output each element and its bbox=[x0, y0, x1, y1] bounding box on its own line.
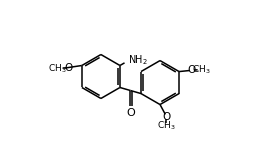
Text: CH$_3$: CH$_3$ bbox=[157, 119, 175, 132]
Text: O: O bbox=[188, 65, 196, 75]
Text: O: O bbox=[64, 63, 73, 73]
Text: CH$_3$: CH$_3$ bbox=[193, 63, 211, 76]
Text: O: O bbox=[162, 112, 170, 122]
Text: CH$_3$: CH$_3$ bbox=[48, 62, 67, 75]
Text: NH$_2$: NH$_2$ bbox=[128, 54, 148, 67]
Text: O: O bbox=[126, 108, 135, 118]
